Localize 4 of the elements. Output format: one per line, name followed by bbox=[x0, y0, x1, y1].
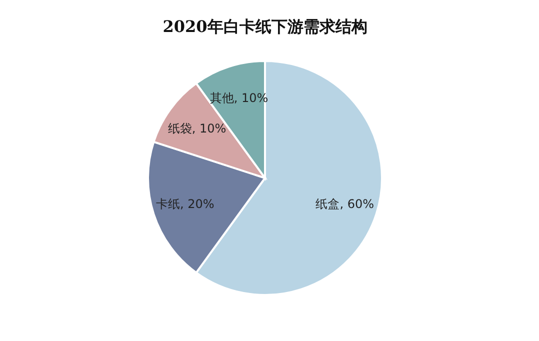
chart-title: 2020年白卡纸下游需求结构 bbox=[162, 17, 368, 36]
slice-label: 纸盒, 60% bbox=[316, 196, 374, 211]
slice-label: 卡纸, 20% bbox=[156, 196, 214, 211]
slice-label: 纸袋, 10% bbox=[168, 122, 226, 136]
